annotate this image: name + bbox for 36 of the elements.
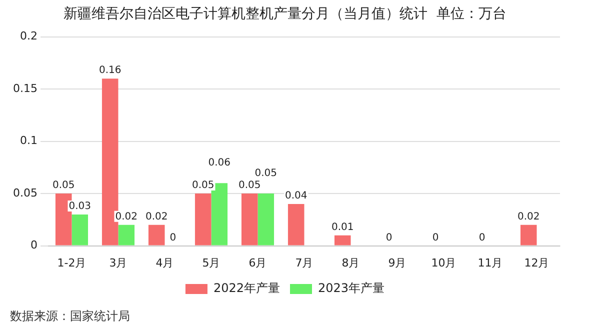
data-label: 0.05 <box>254 168 278 180</box>
y-tick-label: 0.05 <box>12 186 38 200</box>
x-tick-label: 7月 <box>295 256 314 270</box>
data-label: 0.05 <box>192 180 214 192</box>
x-tick-label: 4月 <box>156 256 174 270</box>
x-tick-label: 8月 <box>342 256 360 270</box>
legend-label: 2022年产量 <box>213 281 280 296</box>
data-label: 0 <box>478 232 486 244</box>
data-label: 0.02 <box>517 211 540 222</box>
chart-title: 新疆维吾尔自治区电子计算机整机产量分月（当月值）统计 单位：万台 <box>64 6 506 22</box>
data-label: 0.05 <box>52 180 75 192</box>
data-label: 0 <box>386 232 392 244</box>
x-tick-label: 12月 <box>524 256 550 270</box>
y-tick-label: 0 <box>30 238 38 252</box>
data-label: 0.04 <box>284 190 308 202</box>
x-tick-label: 1-2月 <box>57 256 86 270</box>
x-tick-label: 9月 <box>388 256 406 270</box>
y-tick-label: 0.15 <box>12 82 38 95</box>
x-tick-label: 11月 <box>478 256 503 270</box>
data-label: 0 <box>170 232 176 244</box>
data-label: 0.16 <box>98 65 122 76</box>
legend-label: 2023年产量 <box>318 281 385 296</box>
x-tick-label: 6月 <box>248 256 267 270</box>
data-label: 0.05 <box>238 180 261 192</box>
x-tick-label: 5月 <box>202 256 220 270</box>
y-tick-label: 0.1 <box>20 134 38 148</box>
data-label: 0.01 <box>331 222 354 233</box>
y-tick-label: 0.2 <box>20 30 38 43</box>
data-label: 0.02 <box>145 211 168 222</box>
data-label: 0 <box>432 232 439 244</box>
data-label: 0.02 <box>115 211 138 222</box>
x-tick-label: 10月 <box>431 256 456 270</box>
data-label: 0.03 <box>68 201 92 212</box>
data-label: 0.06 <box>208 158 231 169</box>
x-tick-label: 3月 <box>109 256 128 270</box>
source-note: 数据来源：国家统计局 <box>10 308 130 325</box>
